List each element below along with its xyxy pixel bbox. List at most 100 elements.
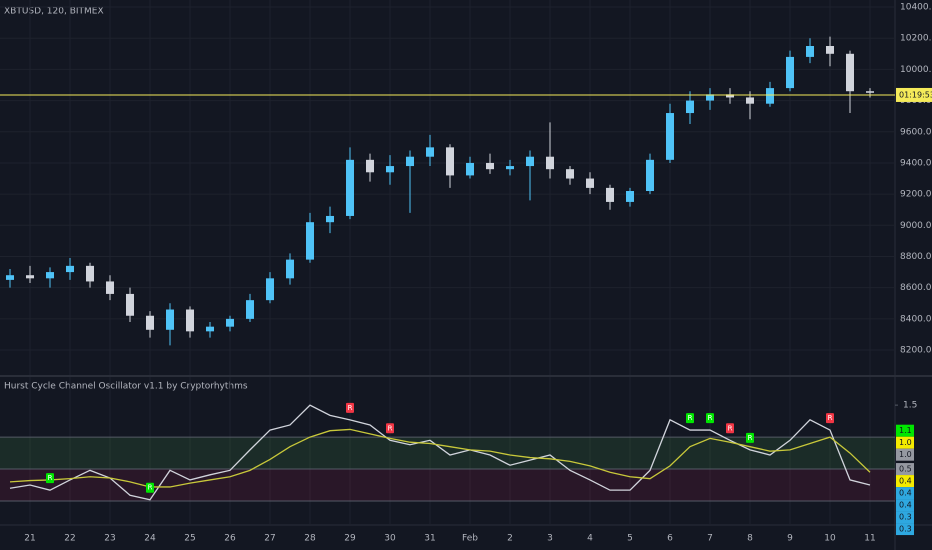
candle-body bbox=[566, 169, 574, 179]
signal-label: R bbox=[708, 414, 713, 422]
signal-label: R bbox=[148, 484, 153, 492]
last-value-label: 0.4 bbox=[899, 477, 912, 486]
signal-box bbox=[706, 413, 714, 424]
candle-body bbox=[146, 315, 154, 330]
last-value-label: 0.4 bbox=[899, 501, 912, 510]
candle-body bbox=[626, 191, 634, 202]
x-tick-label: 30 bbox=[384, 534, 396, 544]
y-tick-label: 9400.0 bbox=[900, 158, 932, 168]
signal-box bbox=[386, 423, 394, 434]
last-value-box bbox=[896, 523, 914, 536]
candle-body bbox=[226, 318, 234, 327]
candle-body bbox=[426, 147, 434, 157]
candle-body bbox=[546, 156, 554, 170]
x-tick-label: Feb bbox=[462, 534, 478, 544]
signal-label: R bbox=[748, 434, 753, 442]
x-tick-label: 11 bbox=[864, 534, 875, 544]
candle-body bbox=[506, 166, 514, 170]
candle-body bbox=[166, 309, 174, 330]
x-tick-label: 21 bbox=[24, 534, 35, 544]
candle-body bbox=[526, 156, 534, 167]
signal-box bbox=[146, 482, 154, 493]
y-tick-label: 9600.0 bbox=[900, 127, 932, 137]
candle-body bbox=[646, 159, 654, 192]
candle-body bbox=[26, 275, 34, 279]
signal-label: R bbox=[688, 414, 693, 422]
x-tick-label: 9 bbox=[787, 534, 793, 544]
x-tick-label: 31 bbox=[424, 534, 435, 544]
indicator-title: Hurst Cycle Channel Oscillator v1.1 by C… bbox=[4, 382, 248, 392]
signal-label: R bbox=[348, 404, 353, 412]
countdown: 01:19:53 bbox=[899, 90, 932, 99]
x-tick-label: 22 bbox=[64, 534, 75, 544]
last-value-box bbox=[896, 436, 914, 449]
candle-body bbox=[786, 56, 794, 89]
candle-body bbox=[86, 265, 94, 282]
chart-title: XBTUSD, 120, BITMEX bbox=[4, 7, 104, 17]
x-tick-label: 10 bbox=[824, 534, 836, 544]
candle-body bbox=[406, 156, 414, 167]
last-value-box bbox=[896, 424, 914, 437]
signal-box bbox=[726, 423, 734, 434]
last-value-box bbox=[896, 487, 914, 500]
last-value-label: 1.1 bbox=[899, 426, 912, 435]
x-tick-label: 4 bbox=[587, 534, 593, 544]
x-tick-label: 7 bbox=[707, 534, 713, 544]
candle-body bbox=[6, 275, 14, 280]
last-value-box bbox=[896, 511, 914, 524]
candle-body bbox=[826, 45, 834, 54]
signal-label: R bbox=[828, 414, 833, 422]
last-value-label: 0.5 bbox=[899, 465, 912, 474]
y-tick-label: 10400.0 bbox=[900, 3, 932, 13]
y-tick-label: 8600.0 bbox=[900, 283, 932, 293]
signal-label: R bbox=[728, 424, 733, 432]
signal-box bbox=[826, 413, 834, 424]
x-tick-label: 3 bbox=[547, 534, 553, 544]
candle-body bbox=[326, 215, 334, 223]
candle-body bbox=[806, 45, 814, 57]
y-tick-label: 10000.0 bbox=[900, 65, 932, 75]
candle-body bbox=[186, 309, 194, 332]
y-tick-label: 9200.0 bbox=[900, 190, 932, 200]
signal-box bbox=[686, 413, 694, 424]
y-tick-label: 1.5 bbox=[903, 401, 917, 411]
candle-body bbox=[706, 94, 714, 101]
last-value-box bbox=[896, 499, 914, 512]
signal-box bbox=[46, 473, 54, 484]
candle-body bbox=[466, 162, 474, 176]
candle-body bbox=[126, 293, 134, 316]
x-tick-label: 6 bbox=[667, 534, 673, 544]
candle-body bbox=[446, 147, 454, 176]
countdown-box bbox=[896, 87, 932, 102]
last-value-label: 0.3 bbox=[899, 525, 912, 534]
candle-body bbox=[386, 166, 394, 173]
candle-body bbox=[666, 113, 674, 160]
candle-body bbox=[66, 265, 74, 273]
x-tick-label: 5 bbox=[627, 534, 633, 544]
x-tick-label: 23 bbox=[104, 534, 115, 544]
last-value-label: 0.4 bbox=[899, 489, 912, 498]
signal-box bbox=[746, 432, 754, 443]
x-tick-label: 25 bbox=[184, 534, 195, 544]
candle-body bbox=[46, 272, 54, 279]
x-tick-label: 29 bbox=[344, 534, 356, 544]
signal-box bbox=[346, 402, 354, 413]
y-tick-label: 8800.0 bbox=[900, 252, 932, 262]
candle-body bbox=[346, 159, 354, 216]
x-tick-label: 26 bbox=[224, 534, 236, 544]
x-tick-label: 28 bbox=[304, 534, 316, 544]
x-tick-label: 27 bbox=[264, 534, 275, 544]
candle-body bbox=[766, 88, 774, 104]
candle-body bbox=[866, 91, 874, 93]
candle-body bbox=[486, 162, 494, 170]
x-tick-label: 24 bbox=[144, 534, 156, 544]
candle-body bbox=[366, 159, 374, 173]
last-value-label: 1.0 bbox=[899, 450, 912, 459]
last-value-label: 1.0 bbox=[899, 438, 912, 447]
candle-body bbox=[846, 53, 854, 92]
last-value-box bbox=[896, 463, 914, 476]
